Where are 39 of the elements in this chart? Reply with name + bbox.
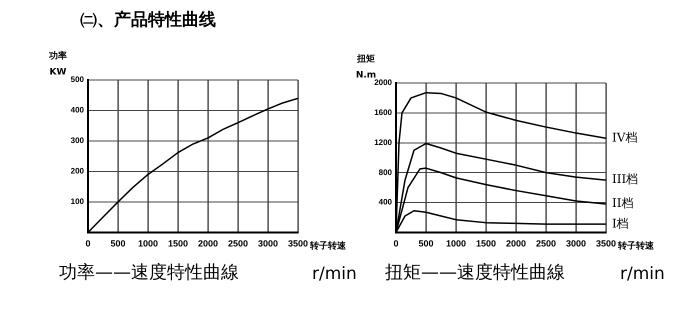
y-tick-label: 100 [70,197,85,206]
x-tick-label: 0 [85,238,91,248]
y-tick-label: 400 [378,198,393,207]
x-tick-label: 2500 [536,238,556,248]
series-label: III档 [612,172,638,186]
text: r/min [620,264,665,284]
y-tick-label: 2000 [374,78,393,88]
x-tick-label: 2500 [228,238,248,248]
text: 功率——速度特性曲線 [59,262,239,283]
x-tick-label: 500 [110,238,126,248]
x-tick-label: 1000 [446,238,466,248]
text: 扭矩——速度特性曲線 [385,262,565,283]
y-tick-label: 1600 [374,108,393,118]
x-axis-title: 转子转速 [617,240,655,252]
y-tick-label: 200 [70,166,85,176]
y-tick-label: 300 [70,136,85,146]
x-tick-label: 2000 [198,238,218,248]
x-tick-label: 1000 [138,238,158,248]
x-tick-label: 1500 [476,238,496,248]
series-label: IV档 [612,130,638,144]
text: r/min [312,264,357,284]
text: ㈡、产品特性曲线 [80,9,216,31]
y-tick-label: 400 [70,106,85,115]
y-tick-label: 500 [70,75,85,84]
x-tick-label: 500 [418,238,434,248]
x-tick-label: 3000 [566,238,586,248]
series-label: II档 [612,196,634,210]
x-tick-label: 2000 [506,238,526,248]
y-axis-title: 功率 KW [48,50,67,78]
x-tick-label: 0 [393,238,399,248]
y-axis-title: 扭矩 N.m [356,53,376,80]
x-tick-label: 3500 [596,238,616,248]
y-tick-label: 800 [378,168,393,177]
y-tick-label: 1200 [374,138,393,147]
x-tick-label: 3500 [288,238,308,248]
x-tick-label: 1500 [168,238,188,248]
x-axis-title: 转子转速 [309,240,347,252]
series-label: I档 [612,216,629,230]
x-tick-label: 3000 [258,238,278,248]
